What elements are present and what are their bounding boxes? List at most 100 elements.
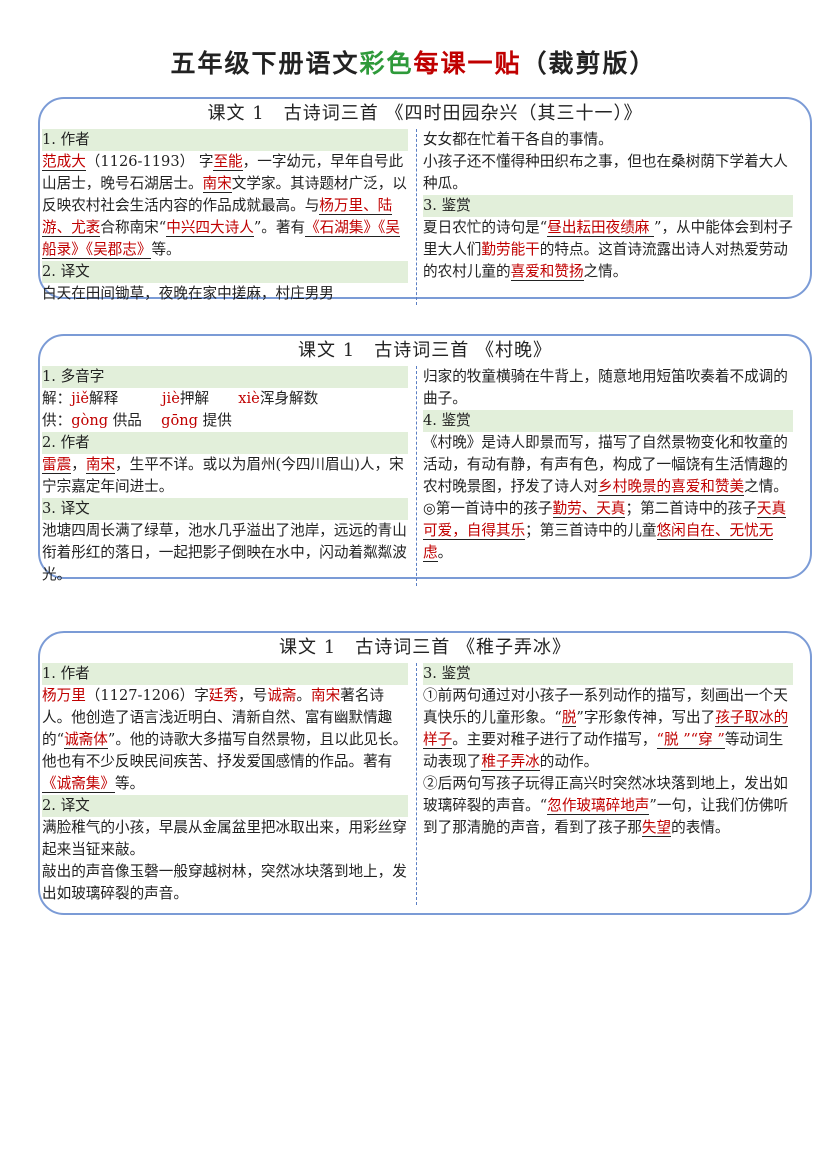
text-segment: ；第二首诗中的孩子 xyxy=(625,500,757,517)
lesson-card: 课文 1 古诗词三首 《村晚》 1. 多音字 解：jiě解释 jiè押解 xiè浑身… xyxy=(38,334,812,586)
text-segment: （1126-1193） 字 xyxy=(85,153,214,170)
section-heading: 1. 作者 xyxy=(42,129,408,151)
text-segment: ”，从中能体会到村子里大人们 xyxy=(423,219,793,258)
section-heading: 3. 鉴赏 xyxy=(423,663,793,685)
text-segment: 等。 xyxy=(151,241,181,258)
section-heading: 2. 作者 xyxy=(42,432,408,454)
text-segment: ”字形象传神，写出了 xyxy=(576,709,716,726)
text-segment: （1127-1206）字 xyxy=(85,687,209,704)
paragraph: 杨万里（1127-1206）字廷秀，号诚斋。南宋著名诗人。他创造了语言浅近明白、… xyxy=(42,685,408,795)
text-segment: 解释 xyxy=(89,390,163,407)
text-segment: ①前两句通过对小孩子一系列动作的描写，刻画出一个天真快乐的儿童形象。“ xyxy=(423,687,788,726)
text-segment: 池塘四周长满了绿草，池水几乎溢出了池岸，远远的青山衔着彤红的落日，一起把影子倒映… xyxy=(42,522,407,583)
text-segment: 白天在田间锄草，夜晚在家中搓麻，村庄男男 xyxy=(42,285,334,302)
highlighted-text: 诚斋 xyxy=(267,687,297,704)
paragraph: 雷震，南宋，生平不详。或以为眉州(今四川眉山)人，宋宁宗嘉定年间进士。 xyxy=(42,454,408,498)
text-segment: 。主要对稚子进行了动作描写， xyxy=(452,731,657,748)
right-column: 女女都在忙着干各自的事情。小孩子还不懂得种田织布之事，但也在桑树荫下学着大人种瓜… xyxy=(416,129,793,305)
highlighted-text: gòng xyxy=(71,412,109,429)
highlighted-text: 昼出耘田夜绩麻 xyxy=(547,219,655,237)
text-segment: 女女都在忙着干各自的事情。 xyxy=(423,131,613,148)
section-heading: 1. 作者 xyxy=(42,663,408,685)
card-title: 课文 1 古诗词三首 《四时田园杂兴（其三十一）》 xyxy=(207,103,643,124)
document-title: 五年级下册语文彩色每课一贴（裁剪版） xyxy=(0,44,827,80)
highlighted-text: jiè xyxy=(162,390,180,407)
paragraph: 池塘四周长满了绿草，池水几乎溢出了池岸，远远的青山衔着彤红的落日，一起把影子倒映… xyxy=(42,520,408,586)
text-segment: 夏日农忙的诗句是“ xyxy=(423,219,548,236)
paragraph: 解：jiě解释 jiè押解 xiè浑身解数 xyxy=(42,388,408,410)
text-segment: ，号 xyxy=(238,687,268,704)
text-segment: ②后两句写孩子玩得正高兴时突然冰块落到地上，发出如玻璃碎裂的声音。“ xyxy=(423,775,788,814)
text-segment: 等。 xyxy=(114,775,145,792)
title-part: 五年级下册语文 xyxy=(170,49,360,78)
text-segment: ，一字幼元，早年自号此山居士，晚号石湖居士。 xyxy=(42,153,404,192)
text-segment: 等动词生动表现了 xyxy=(423,731,784,770)
text-segment: 之情。 xyxy=(744,478,788,495)
lesson-card: 课文 1 古诗词三首 《四时田园杂兴（其三十一）》 1. 作者 范成大（1126-1… xyxy=(38,97,812,305)
paragraph: 供：gòng 供品 gōng 提供 xyxy=(42,410,408,432)
text-segment: 之情。 xyxy=(583,263,628,280)
title-part: （裁剪版） xyxy=(521,49,657,78)
text-segment: ，生平不详。或以为眉州(今四川眉山)人，宋宁宗嘉定年间进士。 xyxy=(42,456,404,495)
left-column: 1. 作者 范成大（1126-1193） 字至能，一字幼元，早年自号此山居士，晚号… xyxy=(42,129,408,305)
highlighted-text: jiě xyxy=(71,390,90,407)
paragraph: 归家的牧童横骑在牛背上，随意地用短笛吹奏着不成调的曲子。 xyxy=(423,366,793,410)
text-segment: 的动作。 xyxy=(539,753,599,770)
text-segment: 的特点。这首诗流露出诗人对热爱劳动的农村儿童的 xyxy=(423,241,788,280)
text-segment: ；第三首诗中的儿童 xyxy=(525,522,657,539)
highlighted-text: 范成大 xyxy=(42,153,86,171)
section-heading: 3. 译文 xyxy=(42,498,408,520)
highlighted-text: 喜爱和赞扬 xyxy=(510,263,584,281)
highlighted-text: 天真可爱，自得其乐 xyxy=(423,500,787,540)
section-heading: 4. 鉴赏 xyxy=(423,410,793,432)
highlighted-text: 《石湖集》《吴船录》《吴郡志》 xyxy=(42,219,400,259)
title-part-green: 彩色 xyxy=(359,49,414,78)
highlighted-text: 中兴四大诗人 xyxy=(166,219,254,237)
highlighted-text: 雷震 xyxy=(42,456,72,474)
text-segment: 合称南宋“ xyxy=(100,219,167,236)
text-segment: 小孩子还不懂得种田织布之事，但也在桑树荫下学着大人种瓜。 xyxy=(423,153,788,192)
text-segment: 。 xyxy=(437,544,453,561)
highlighted-text: 悠闲自在、无忧无虑 xyxy=(423,522,774,562)
section-heading: 1. 多音字 xyxy=(42,366,408,388)
paragraph: 夏日农忙的诗句是“昼出耘田夜绩麻 ”，从中能体会到村子里大人们勤劳能干的特点。这… xyxy=(423,217,793,283)
right-column: 归家的牧童横骑在牛背上，随意地用短笛吹奏着不成调的曲子。 4. 鉴赏 《村晚》是诗人… xyxy=(416,366,793,586)
section-heading: 2. 译文 xyxy=(42,795,408,817)
highlighted-text: 南宋 xyxy=(202,175,232,193)
paragraph: 女女都在忙着干各自的事情。 xyxy=(423,129,793,151)
paragraph: 《村晚》是诗人即景而写，描写了自然景物变化和牧童的活动，有动有静，有声有色，构成… xyxy=(423,432,793,498)
paragraph: ◎第一首诗中的孩子勤劳、天真；第二首诗中的孩子天真可爱，自得其乐；第三首诗中的儿… xyxy=(423,498,793,564)
highlighted-text: gōng xyxy=(161,412,199,429)
paragraph: 满脸稚气的小孩，早晨从金属盆里把冰取出来，用彩丝穿起来当钲来敲。 xyxy=(42,817,408,861)
text-segment: 著名诗人。他创造了语言浅近明白、清新自然、富有幽默情趣的“ xyxy=(42,687,393,748)
highlighted-text: 至能 xyxy=(213,153,243,171)
card-title: 课文 1 古诗词三首 《村晚》 xyxy=(298,340,552,361)
text-segment: 《村晚》是诗人即景而写，描写了自然景物变化和牧童的活动，有动有静，有声有色，构成… xyxy=(423,434,788,495)
section-heading: 3. 鉴赏 xyxy=(423,195,793,217)
text-segment: 敲出的声音像玉磬一般穿越树林，突然冰块落到地上，发出如玻璃碎裂的声音。 xyxy=(42,863,407,902)
paragraph: 小孩子还不懂得种田织布之事，但也在桑树荫下学着大人种瓜。 xyxy=(423,151,793,195)
left-column: 1. 作者 杨万里（1127-1206）字廷秀，号诚斋。南宋著名诗人。他创造了语言… xyxy=(42,663,408,905)
text-segment: 解： xyxy=(42,390,72,407)
text-segment: ◎第一首诗中的孩子 xyxy=(423,500,553,517)
title-part-red: 每课一贴 xyxy=(413,49,522,78)
highlighted-text: “脱 ”“穿 ” xyxy=(656,731,725,749)
text-segment: 提供 xyxy=(198,412,232,429)
highlighted-text: 忽作玻璃碎地声 xyxy=(547,797,650,815)
highlighted-text: 杨万里、陆游、尤袤 xyxy=(42,197,393,237)
highlighted-text: 乡村晚景的喜爱和赞美 xyxy=(598,478,745,496)
highlighted-text: xiè xyxy=(238,390,260,407)
text-segment: ”。他的诗歌大多描写自然景物，且以此见长。他也有不少反映民间疾苦、抒发爱国感情的… xyxy=(42,731,408,770)
text-segment: 满脸稚气的小孩，早晨从金属盆里把冰取出来，用彩丝穿起来当钲来敲。 xyxy=(42,819,407,858)
highlighted-text: 南宋 xyxy=(311,687,341,704)
text-segment: ”。著有 xyxy=(253,219,306,236)
highlighted-text: 诚斋体 xyxy=(64,731,108,749)
highlighted-text: 脱 xyxy=(561,709,577,727)
paragraph: ①前两句通过对小孩子一系列动作的描写，刻画出一个天真快乐的儿童形象。“脱”字形象… xyxy=(423,685,793,773)
paragraph: 白天在田间锄草，夜晚在家中搓麻，村庄男男 xyxy=(42,283,408,305)
highlighted-text: 《诚斋集》 xyxy=(42,775,115,793)
highlighted-text: 失望 xyxy=(641,819,672,837)
left-column: 1. 多音字 解：jiě解释 jiè押解 xiè浑身解数 供：gòng 供品 gōn… xyxy=(42,366,408,586)
paragraph: 范成大（1126-1193） 字至能，一字幼元，早年自号此山居士，晚号石湖居士。… xyxy=(42,151,408,261)
